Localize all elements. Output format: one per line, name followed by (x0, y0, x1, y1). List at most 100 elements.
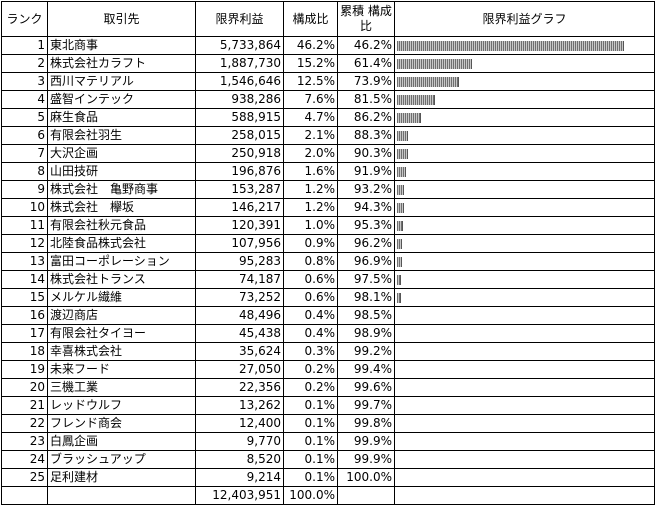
profit-cell[interactable]: 73,252 (195, 288, 284, 307)
profit-cell[interactable]: 8,520 (195, 450, 284, 469)
client-name-cell[interactable]: 東北商事 (47, 36, 196, 55)
client-name-cell[interactable]: 株式会社 欅坂 (47, 198, 196, 217)
cumulative-ratio-cell[interactable]: 99.7% (337, 396, 395, 415)
cumulative-ratio-cell[interactable]: 99.6% (337, 378, 395, 397)
rank-cell[interactable]: 4 (1, 90, 48, 109)
graph-cell[interactable] (394, 450, 655, 469)
graph-cell[interactable] (394, 252, 655, 271)
graph-cell[interactable] (394, 234, 655, 253)
ratio-cell[interactable]: 0.1% (283, 432, 338, 451)
cumulative-ratio-cell[interactable]: 96.9% (337, 252, 395, 271)
rank-cell[interactable]: 15 (1, 288, 48, 307)
cumulative-ratio-cell[interactable]: 88.3% (337, 126, 395, 145)
total-profit-cell[interactable]: 12,403,951 (195, 486, 284, 505)
rank-cell[interactable]: 17 (1, 324, 48, 343)
rank-cell[interactable]: 19 (1, 360, 48, 379)
ratio-cell[interactable]: 0.3% (283, 342, 338, 361)
rank-cell[interactable]: 7 (1, 144, 48, 163)
graph-cell[interactable] (394, 180, 655, 199)
graph-cell[interactable] (394, 126, 655, 145)
profit-cell[interactable]: 9,214 (195, 468, 284, 487)
profit-cell[interactable]: 5,733,864 (195, 36, 284, 55)
profit-cell[interactable]: 196,876 (195, 162, 284, 181)
rank-cell[interactable]: 16 (1, 306, 48, 325)
client-name-cell[interactable]: 未来フード (47, 360, 196, 379)
graph-cell[interactable] (394, 72, 655, 91)
profit-cell[interactable]: 153,287 (195, 180, 284, 199)
total-cum-cell[interactable] (337, 486, 395, 505)
rank-cell[interactable]: 1 (1, 36, 48, 55)
cumulative-ratio-cell[interactable]: 86.2% (337, 108, 395, 127)
ratio-cell[interactable]: 2.0% (283, 144, 338, 163)
ratio-cell[interactable]: 0.2% (283, 360, 338, 379)
graph-cell[interactable] (394, 468, 655, 487)
profit-cell[interactable]: 9,770 (195, 432, 284, 451)
rank-cell[interactable]: 11 (1, 216, 48, 235)
ratio-cell[interactable]: 0.1% (283, 468, 338, 487)
ratio-cell[interactable]: 15.2% (283, 54, 338, 73)
client-name-cell[interactable]: 幸喜株式会社 (47, 342, 196, 361)
graph-cell[interactable] (394, 288, 655, 307)
ratio-cell[interactable]: 1.2% (283, 180, 338, 199)
client-name-cell[interactable]: 有限会社タイヨー (47, 324, 196, 343)
rank-cell[interactable]: 10 (1, 198, 48, 217)
client-name-cell[interactable]: 有限会社羽生 (47, 126, 196, 145)
rank-cell[interactable]: 21 (1, 396, 48, 415)
ratio-cell[interactable]: 46.2% (283, 36, 338, 55)
graph-cell[interactable] (394, 198, 655, 217)
ratio-cell[interactable]: 0.2% (283, 378, 338, 397)
profit-cell[interactable]: 74,187 (195, 270, 284, 289)
rank-cell[interactable]: 8 (1, 162, 48, 181)
graph-cell[interactable] (394, 360, 655, 379)
ratio-cell[interactable]: 0.4% (283, 306, 338, 325)
client-name-cell[interactable]: レッドウルフ (47, 396, 196, 415)
cumulative-ratio-cell[interactable]: 99.9% (337, 432, 395, 451)
profit-cell[interactable]: 12,400 (195, 414, 284, 433)
profit-cell[interactable]: 938,286 (195, 90, 284, 109)
rank-cell[interactable]: 3 (1, 72, 48, 91)
profit-cell[interactable]: 146,217 (195, 198, 284, 217)
rank-cell[interactable]: 25 (1, 468, 48, 487)
cumulative-ratio-cell[interactable]: 90.3% (337, 144, 395, 163)
profit-cell[interactable]: 27,050 (195, 360, 284, 379)
cumulative-ratio-cell[interactable]: 98.9% (337, 324, 395, 343)
profit-cell[interactable]: 95,283 (195, 252, 284, 271)
profit-cell[interactable]: 258,015 (195, 126, 284, 145)
profit-cell[interactable]: 35,624 (195, 342, 284, 361)
cumulative-ratio-cell[interactable]: 93.2% (337, 180, 395, 199)
rank-cell[interactable]: 6 (1, 126, 48, 145)
cumulative-ratio-cell[interactable]: 73.9% (337, 72, 395, 91)
total-name-cell[interactable] (47, 486, 196, 505)
rank-cell[interactable]: 22 (1, 414, 48, 433)
cumulative-ratio-cell[interactable]: 91.9% (337, 162, 395, 181)
header-rank[interactable]: ランク (1, 1, 48, 37)
graph-cell[interactable] (394, 54, 655, 73)
rank-cell[interactable]: 9 (1, 180, 48, 199)
rank-cell[interactable]: 14 (1, 270, 48, 289)
rank-cell[interactable]: 5 (1, 108, 48, 127)
client-name-cell[interactable]: メルケル繊維 (47, 288, 196, 307)
cumulative-ratio-cell[interactable]: 94.3% (337, 198, 395, 217)
graph-cell[interactable] (394, 324, 655, 343)
ratio-cell[interactable]: 7.6% (283, 90, 338, 109)
rank-cell[interactable]: 20 (1, 378, 48, 397)
graph-cell[interactable] (394, 432, 655, 451)
profit-cell[interactable]: 45,438 (195, 324, 284, 343)
profit-cell[interactable]: 22,356 (195, 378, 284, 397)
profit-cell[interactable]: 13,262 (195, 396, 284, 415)
client-name-cell[interactable]: 株式会社トランス (47, 270, 196, 289)
graph-cell[interactable] (394, 342, 655, 361)
ratio-cell[interactable]: 0.1% (283, 396, 338, 415)
rank-cell[interactable]: 2 (1, 54, 48, 73)
cumulative-ratio-cell[interactable]: 81.5% (337, 90, 395, 109)
client-name-cell[interactable]: 白鳳企画 (47, 432, 196, 451)
rank-cell[interactable]: 13 (1, 252, 48, 271)
cumulative-ratio-cell[interactable]: 99.4% (337, 360, 395, 379)
graph-cell[interactable] (394, 270, 655, 289)
cumulative-ratio-cell[interactable]: 97.5% (337, 270, 395, 289)
ratio-cell[interactable]: 0.9% (283, 234, 338, 253)
cumulative-ratio-cell[interactable]: 99.2% (337, 342, 395, 361)
client-name-cell[interactable]: 盛智インテック (47, 90, 196, 109)
rank-cell[interactable]: 18 (1, 342, 48, 361)
cumulative-ratio-cell[interactable]: 99.8% (337, 414, 395, 433)
